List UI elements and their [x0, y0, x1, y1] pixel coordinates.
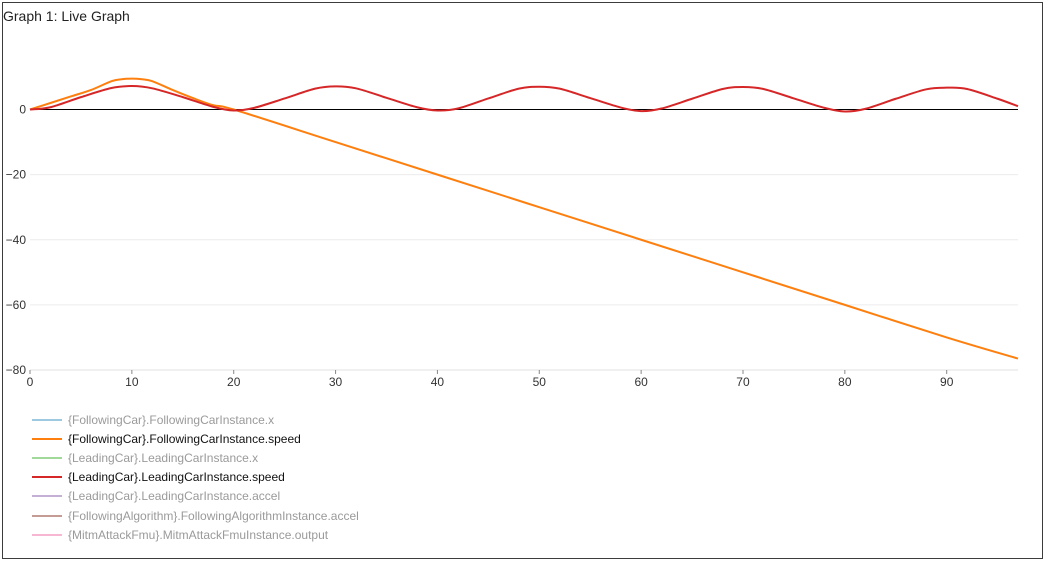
x-tick-label: 50	[533, 375, 547, 389]
legend-label: {FollowingAlgorithm}.FollowingAlgorithmI…	[68, 508, 359, 523]
y-tick-label: −20	[6, 168, 27, 182]
legend-item[interactable]: {LeadingCar}.LeadingCarInstance.x	[32, 448, 359, 467]
legend-item[interactable]: {FollowingAlgorithm}.FollowingAlgorithmI…	[32, 506, 359, 525]
legend-swatch	[32, 495, 62, 498]
legend-swatch	[32, 456, 62, 459]
legend-item[interactable]: {MitmAttackFmu}.MitmAttackFmuInstance.ou…	[32, 525, 359, 544]
line-chart: 0 10 20 30 40 50 60 70 80 90 0 −20 −40 −60 −80	[6, 77, 1019, 389]
x-tick-label: 0	[27, 375, 34, 389]
legend-label: {FollowingCar}.FollowingCarInstance.x	[68, 412, 275, 427]
graph-title: Graph 1: Live Graph	[3, 8, 130, 24]
y-tick-label: −40	[6, 233, 27, 247]
legend-label: {FollowingCar}.FollowingCarInstance.spee…	[68, 431, 301, 446]
legend-label: {LeadingCar}.LeadingCarInstance.x	[68, 450, 259, 465]
legend-swatch	[32, 476, 62, 479]
x-tick-label: 40	[431, 375, 445, 389]
legend-label: {MitmAttackFmu}.MitmAttackFmuInstance.ou…	[68, 527, 329, 542]
x-tick-label: 80	[838, 375, 852, 389]
legend-label: {LeadingCar}.LeadingCarInstance.accel	[68, 489, 281, 504]
x-tick-label: 90	[940, 375, 954, 389]
series-line-3	[29, 85, 1019, 113]
y-tick-label: −80	[6, 363, 27, 377]
y-tick-label: 0	[19, 103, 26, 117]
x-tick-label: 30	[329, 375, 343, 389]
x-tick-label: 20	[227, 375, 241, 389]
x-tick-label: 70	[736, 375, 750, 389]
legend-swatch	[32, 418, 62, 421]
x-axis: 0 10 20 30 40 50 60 70 80 90	[27, 369, 1018, 389]
legend-item[interactable]: {FollowingCar}.FollowingCarInstance.x	[32, 410, 359, 429]
x-tick-label: 60	[634, 375, 648, 389]
legend-swatch	[32, 437, 62, 440]
legend-label: {LeadingCar}.LeadingCarInstance.speed	[68, 470, 285, 485]
series-lines	[29, 77, 1019, 360]
y-axis: 0 −20 −40 −60 −80	[6, 103, 27, 378]
legend-swatch	[32, 514, 62, 517]
x-tick-label: 10	[125, 375, 139, 389]
legend: {FollowingCar}.FollowingCarInstance.x {Fo…	[32, 410, 359, 544]
legend-item[interactable]: {LeadingCar}.LeadingCarInstance.speed	[32, 468, 359, 487]
grid-lines	[30, 174, 1018, 371]
legend-item[interactable]: {FollowingCar}.FollowingCarInstance.spee…	[32, 429, 359, 448]
series-line-1	[29, 77, 1019, 360]
y-tick-label: −60	[6, 298, 27, 312]
legend-swatch	[32, 533, 62, 536]
legend-item[interactable]: {LeadingCar}.LeadingCarInstance.accel	[32, 487, 359, 506]
